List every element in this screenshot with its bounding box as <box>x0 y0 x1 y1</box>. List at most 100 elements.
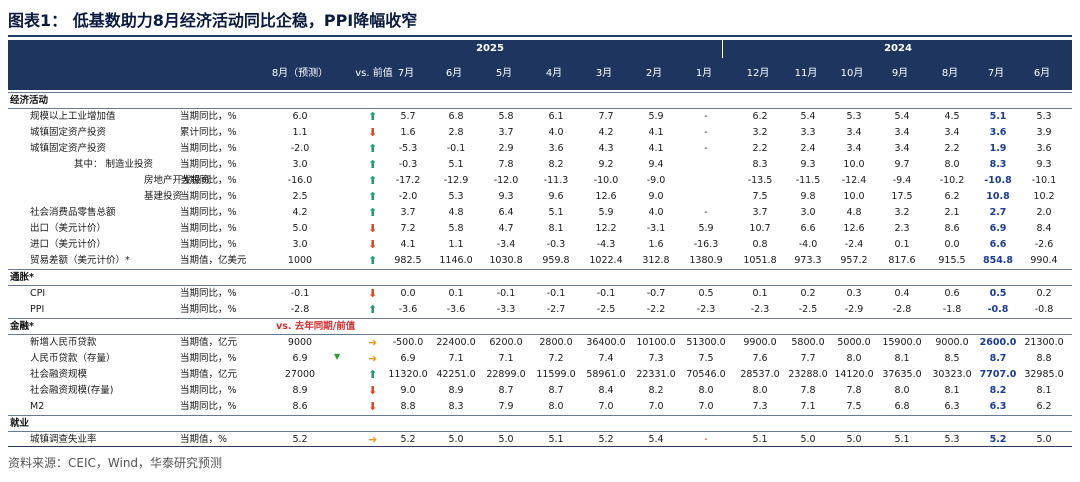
year-2024-label: 2024 <box>884 43 912 54</box>
table-cell: -2.3 <box>696 304 716 315</box>
table-cell: 3.6 <box>548 143 564 154</box>
table-cell: 5.7 <box>400 111 416 122</box>
table-cell: 36400.0 <box>586 337 626 348</box>
table-cell: 915.5 <box>938 255 966 266</box>
table-cell: - <box>704 143 708 154</box>
forecast-value: -2.8 <box>290 304 310 315</box>
down-arrow-icon: ⬇ <box>368 384 378 397</box>
row-label: 人民币贷款（存量） <box>30 353 116 364</box>
table-cell: - <box>704 127 708 138</box>
table-cell: 5.3 <box>1036 111 1052 122</box>
table-cell: 8.7 <box>989 353 1007 364</box>
month-header: 1月 <box>695 68 713 79</box>
table-cell: 5000.0 <box>837 337 871 348</box>
row-label: CPI <box>30 288 46 299</box>
table-cell: -11.5 <box>795 175 821 186</box>
table-cell: 7.8 <box>846 385 862 396</box>
table-cell: 9.0 <box>400 385 416 396</box>
table-cell: 1146.0 <box>439 255 473 266</box>
table-cell: 58961.0 <box>586 369 626 380</box>
source-note: 资料来源：CEIC，Wind，华泰研究预测 <box>8 456 223 470</box>
table-cell: 5.2 <box>400 434 416 445</box>
table-cell: 5.2 <box>598 434 614 445</box>
month-header: 4月 <box>545 68 563 79</box>
row-label: 出口（美元计价） <box>30 223 107 234</box>
table-cell: -3.4 <box>496 239 516 250</box>
table-cell: 5.8 <box>448 223 464 234</box>
table-cell: 5.3 <box>944 434 960 445</box>
row-unit: 当期值，% <box>180 434 228 445</box>
table-cell: 7.4 <box>598 353 614 364</box>
row-unit: 当期值，亿美元 <box>180 255 247 266</box>
forecast-value: -0.1 <box>290 288 310 299</box>
table-cell: 2.2 <box>752 143 768 154</box>
table-cell: 0.1 <box>448 288 464 299</box>
table-cell: -2.6 <box>1034 239 1054 250</box>
table-cell: 8.0 <box>698 385 714 396</box>
table-cell: 8.3 <box>989 159 1007 170</box>
table-cell: 973.3 <box>794 255 822 266</box>
table-cell: -2.7 <box>546 304 566 315</box>
table-cell: 0.6 <box>944 288 960 299</box>
row-label: 新增人民币贷款 <box>30 337 97 348</box>
up-arrow-icon: ⬆ <box>368 110 378 123</box>
table-cell: 17.5 <box>891 191 913 202</box>
table-cell: 3.7 <box>498 127 514 138</box>
month-header: 10月 <box>840 68 864 79</box>
table-cell: -3.1 <box>646 223 666 234</box>
table-row: 城镇固定资产投资 当期同比，% -2.0 ⬆ -5.3 -0.1 2.9 3.6 4.3 4.1 -… <box>8 141 1072 157</box>
table-cell: -0.8 <box>987 304 1009 315</box>
up-arrow-icon: ⬆ <box>368 190 378 203</box>
row-unit: 当期同比，% <box>180 159 237 170</box>
table-cell: 9000.0 <box>935 337 969 348</box>
table-cell: 6.8 <box>448 111 464 122</box>
table-cell: 6.1 <box>548 111 564 122</box>
table-row: CPI 当期同比，% -0.1 ⬇ 0.0 0.1 -0.1 -0.1 -0.1 -0.7 0.5 0… <box>8 286 1072 302</box>
table-cell: 5.1 <box>548 207 564 218</box>
table-cell: 2800.0 <box>539 337 573 348</box>
forecast-value: 8.9 <box>292 385 308 396</box>
title-rule <box>8 35 1072 37</box>
row-unit: 当期同比，% <box>180 385 237 396</box>
data-table: 经济活动 规模以上工业增加值 当期同比，% 6.0 ⬆ 5.7 6.8 5.8 6.1 7.7 5.… <box>8 92 1072 448</box>
table-cell: 8.5 <box>944 353 960 364</box>
row-unit: 当期值，亿元 <box>180 337 238 348</box>
table-row: 新增人民币贷款 当期值，亿元 9000 ➜ -500.0 22400.0 6200.0 280… <box>8 335 1072 351</box>
up-arrow-icon: ⬆ <box>368 303 378 316</box>
month-header: 11月 <box>794 68 818 79</box>
table-cell: -2.9 <box>844 304 864 315</box>
table-cell: 4.1 <box>400 239 416 250</box>
up-arrow-icon: ⬆ <box>368 368 378 381</box>
table-cell: 8.6 <box>944 223 960 234</box>
month-header: 7月 <box>397 68 415 79</box>
table-cell: 3.2 <box>894 207 910 218</box>
table-row: 社会消费品零售总额 当期同比，% 4.2 ⬆ 3.7 4.8 6.4 5.1 5.9 4.0 - 3.… <box>8 205 1072 221</box>
up-arrow-icon: ⬆ <box>368 254 378 267</box>
row-unit: 累计同比，% <box>180 127 237 138</box>
table-cell: 6.6 <box>800 223 816 234</box>
section-row: 经济活动 <box>8 92 1072 109</box>
table-cell: 5800.0 <box>791 337 825 348</box>
table-cell: 5.0 <box>846 434 862 445</box>
table-cell: 7.5 <box>846 401 862 412</box>
table-cell: 7.0 <box>648 401 664 412</box>
row-unit: 当期同比，% <box>180 288 237 299</box>
forecast-value: 4.2 <box>292 207 308 218</box>
bottom-rule <box>8 446 1072 447</box>
table-cell: 7.8 <box>498 159 514 170</box>
row-label: 基建投资 <box>144 191 183 202</box>
table-cell: -4.3 <box>596 239 616 250</box>
down-arrow-icon: ⬇ <box>368 238 378 251</box>
table-cell: 4.1 <box>648 143 664 154</box>
table-cell: 5.8 <box>498 111 514 122</box>
row-unit: 当期同比，% <box>180 207 237 218</box>
table-cell: - <box>704 207 708 218</box>
up-arrow-icon: ⬆ <box>368 158 378 171</box>
forecast-header: 8月（预测） <box>271 68 329 79</box>
vs-prev-header: vs. 前值 <box>355 68 393 79</box>
table-cell: -2.2 <box>646 304 666 315</box>
table-cell: -3.6 <box>446 304 466 315</box>
table-cell: -12.4 <box>841 175 867 186</box>
table-cell: -3.3 <box>496 304 516 315</box>
chart-title: 图表1： 低基数助力8月经济活动同比企稳，PPI降幅收窄 <box>8 11 418 30</box>
